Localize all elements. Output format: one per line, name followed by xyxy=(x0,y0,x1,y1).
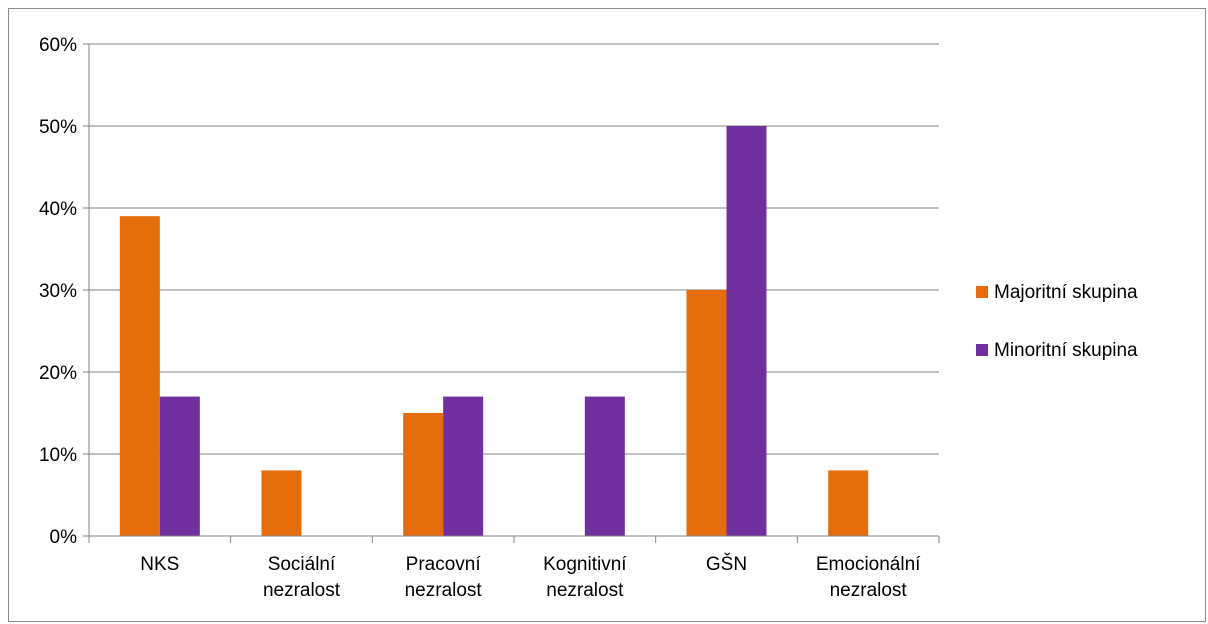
x-tick-label: Pracovní nezralost xyxy=(405,554,483,601)
y-tick-label: 50% xyxy=(39,117,77,138)
x-tick-label: GŠN xyxy=(706,553,747,575)
bar xyxy=(119,216,160,536)
x-tick-label-line: Kognitivní xyxy=(543,554,627,575)
y-tick-label: 60% xyxy=(39,35,77,56)
bar xyxy=(159,396,200,536)
y-tick-label: 10% xyxy=(39,445,77,466)
y-tick-label: 20% xyxy=(39,363,77,384)
bar xyxy=(584,396,625,536)
x-tick-label-line: nezralost xyxy=(830,580,908,601)
legend-label: Majoritní skupina xyxy=(994,282,1138,303)
bar xyxy=(443,396,484,536)
y-tick-label: 0% xyxy=(50,527,78,548)
bar xyxy=(686,290,727,536)
chart-frame: 0% 10% 20% 30% 40% 50% 60% NKS Sociální nezralos… xyxy=(8,8,1206,622)
legend-label: Minoritní skupina xyxy=(994,340,1138,361)
legend: Majoritní skupina Minoritní skupina xyxy=(976,282,1138,361)
bars xyxy=(119,126,869,536)
bar xyxy=(403,413,444,536)
x-tick-label-line: Pracovní xyxy=(406,554,482,575)
axes xyxy=(83,43,940,543)
bar xyxy=(726,126,767,536)
x-tick-label-line: nezralost xyxy=(263,580,341,601)
x-tick-label-line: Emocionální xyxy=(816,554,921,575)
gridlines xyxy=(89,43,939,455)
y-axis-tick-labels: 0% 10% 20% 30% 40% 50% 60% xyxy=(39,35,77,548)
bar xyxy=(261,470,302,536)
x-tick-label-line: nezralost xyxy=(405,580,483,601)
bar xyxy=(828,470,869,536)
legend-swatch xyxy=(976,344,988,356)
x-tick-label-line: Sociální xyxy=(268,554,336,575)
legend-swatch xyxy=(976,286,988,298)
x-tick-label: Kognitivní nezralost xyxy=(543,554,627,601)
x-tick-label-line: GŠN xyxy=(706,553,747,575)
x-tick-label-line: nezralost xyxy=(546,580,624,601)
x-tick-label-line: NKS xyxy=(140,554,179,575)
y-tick-label: 30% xyxy=(39,281,77,302)
bar-chart: 0% 10% 20% 30% 40% 50% 60% NKS Sociální nezralos… xyxy=(39,35,1138,601)
x-tick-label: Emocionální nezralost xyxy=(816,554,921,601)
y-tick-label: 40% xyxy=(39,199,77,220)
x-tick-label: NKS xyxy=(140,554,179,575)
x-tick-label: Sociální nezralost xyxy=(263,554,341,601)
